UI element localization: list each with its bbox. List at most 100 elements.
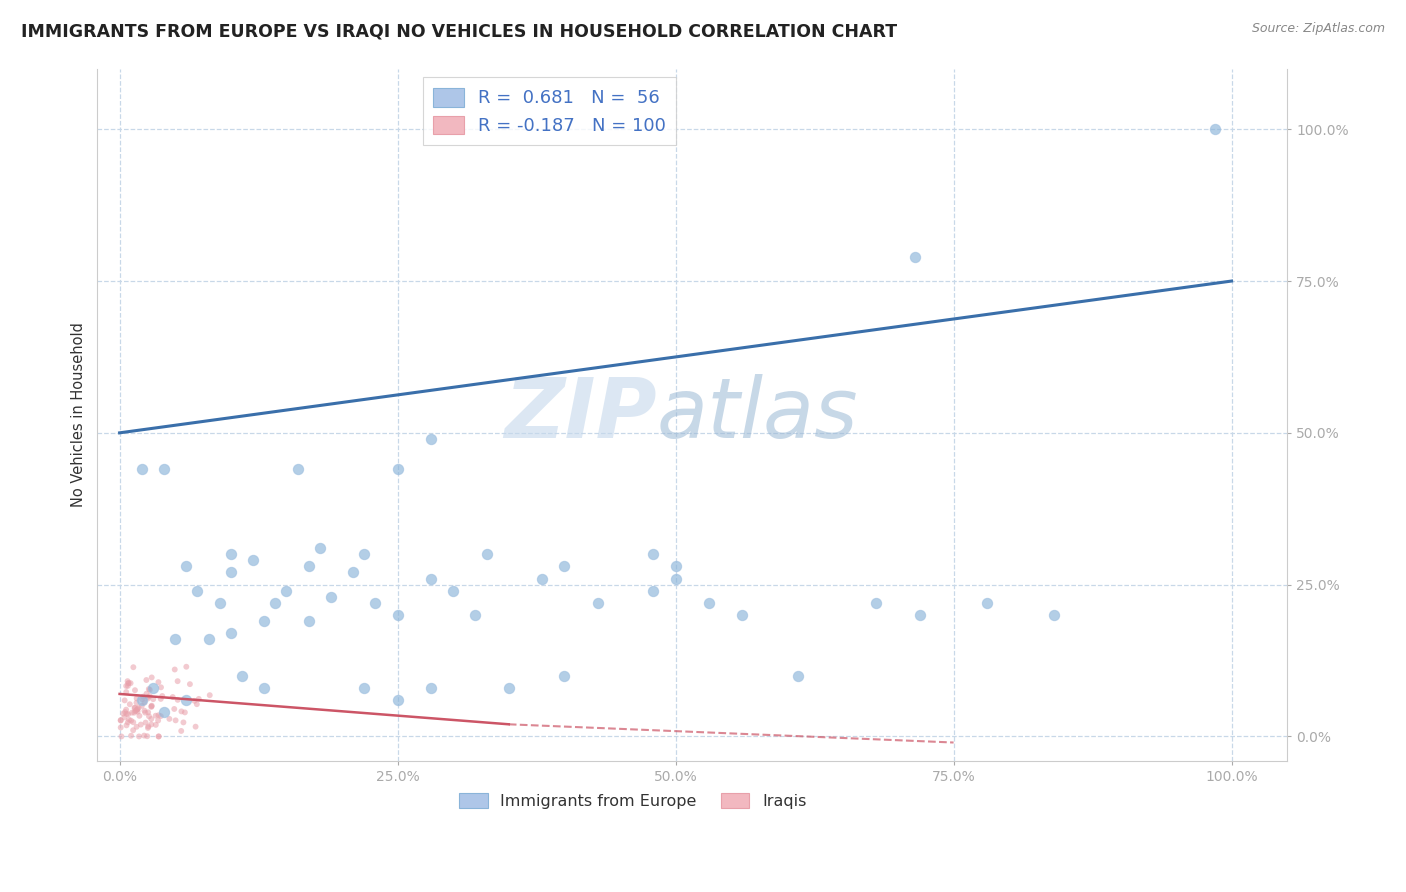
- Point: [298, 559, 321, 574]
- Point: [148, 708, 170, 723]
- Point: [124, 704, 146, 718]
- Point: [141, 698, 163, 713]
- Point: [242, 553, 264, 567]
- Point: [120, 714, 142, 728]
- Point: [141, 670, 163, 684]
- Point: [115, 718, 138, 732]
- Point: [128, 730, 150, 744]
- Point: [127, 705, 149, 719]
- Point: [131, 693, 153, 707]
- Point: [162, 690, 184, 704]
- Point: [122, 723, 145, 738]
- Point: [136, 721, 159, 735]
- Point: [420, 572, 443, 586]
- Point: [353, 547, 375, 561]
- Point: [165, 714, 187, 728]
- Point: [138, 681, 160, 696]
- Point: [441, 583, 464, 598]
- Point: [110, 713, 132, 727]
- Point: [124, 701, 146, 715]
- Point: [117, 715, 139, 730]
- Point: [464, 607, 486, 622]
- Point: [208, 596, 231, 610]
- Legend: Immigrants from Europe, Iraqis: Immigrants from Europe, Iraqis: [453, 786, 813, 815]
- Point: [110, 714, 132, 728]
- Point: [308, 541, 330, 556]
- Point: [219, 626, 242, 640]
- Point: [134, 704, 156, 718]
- Point: [287, 462, 309, 476]
- Point: [134, 706, 156, 720]
- Point: [172, 715, 194, 730]
- Point: [112, 710, 135, 724]
- Point: [153, 705, 176, 719]
- Point: [139, 682, 162, 697]
- Point: [141, 712, 163, 726]
- Point: [125, 696, 148, 710]
- Point: [904, 250, 927, 264]
- Point: [125, 691, 148, 706]
- Point: [219, 566, 242, 580]
- Point: [183, 694, 205, 708]
- Point: [1042, 607, 1064, 622]
- Point: [298, 614, 321, 628]
- Point: [127, 702, 149, 716]
- Point: [121, 706, 143, 720]
- Text: atlas: atlas: [657, 374, 858, 455]
- Point: [120, 729, 142, 743]
- Point: [118, 676, 141, 690]
- Point: [117, 679, 139, 693]
- Point: [420, 681, 443, 695]
- Point: [115, 703, 138, 717]
- Point: [908, 607, 931, 622]
- Point: [117, 674, 139, 689]
- Point: [498, 681, 520, 695]
- Point: [128, 708, 150, 723]
- Point: [150, 689, 173, 703]
- Point: [387, 462, 409, 476]
- Point: [142, 692, 165, 706]
- Point: [141, 699, 163, 714]
- Point: [141, 717, 163, 731]
- Point: [387, 607, 409, 622]
- Point: [163, 663, 186, 677]
- Point: [643, 547, 665, 561]
- Point: [166, 674, 188, 689]
- Point: [146, 714, 169, 728]
- Point: [122, 660, 145, 674]
- Point: [176, 659, 198, 673]
- Point: [132, 690, 155, 704]
- Point: [125, 703, 148, 717]
- Point: [114, 693, 136, 707]
- Point: [125, 720, 148, 734]
- Point: [135, 673, 157, 687]
- Point: [976, 596, 998, 610]
- Text: IMMIGRANTS FROM EUROPE VS IRAQI NO VEHICLES IN HOUSEHOLD CORRELATION CHART: IMMIGRANTS FROM EUROPE VS IRAQI NO VEHIC…: [21, 22, 897, 40]
- Point: [131, 698, 153, 713]
- Point: [664, 559, 686, 574]
- Point: [136, 691, 159, 706]
- Point: [117, 707, 139, 722]
- Point: [186, 583, 208, 598]
- Text: ZIP: ZIP: [503, 374, 657, 455]
- Point: [865, 596, 887, 610]
- Point: [135, 687, 157, 701]
- Point: [219, 547, 242, 561]
- Point: [342, 566, 364, 580]
- Point: [187, 692, 209, 706]
- Point: [179, 677, 201, 691]
- Point: [786, 669, 808, 683]
- Point: [115, 679, 138, 693]
- Point: [115, 685, 138, 699]
- Point: [664, 572, 686, 586]
- Point: [122, 715, 145, 730]
- Point: [731, 607, 754, 622]
- Point: [364, 596, 387, 610]
- Point: [148, 730, 170, 744]
- Point: [118, 713, 141, 727]
- Point: [184, 720, 207, 734]
- Point: [186, 697, 208, 711]
- Text: Source: ZipAtlas.com: Source: ZipAtlas.com: [1251, 22, 1385, 36]
- Point: [197, 632, 219, 647]
- Point: [148, 730, 170, 744]
